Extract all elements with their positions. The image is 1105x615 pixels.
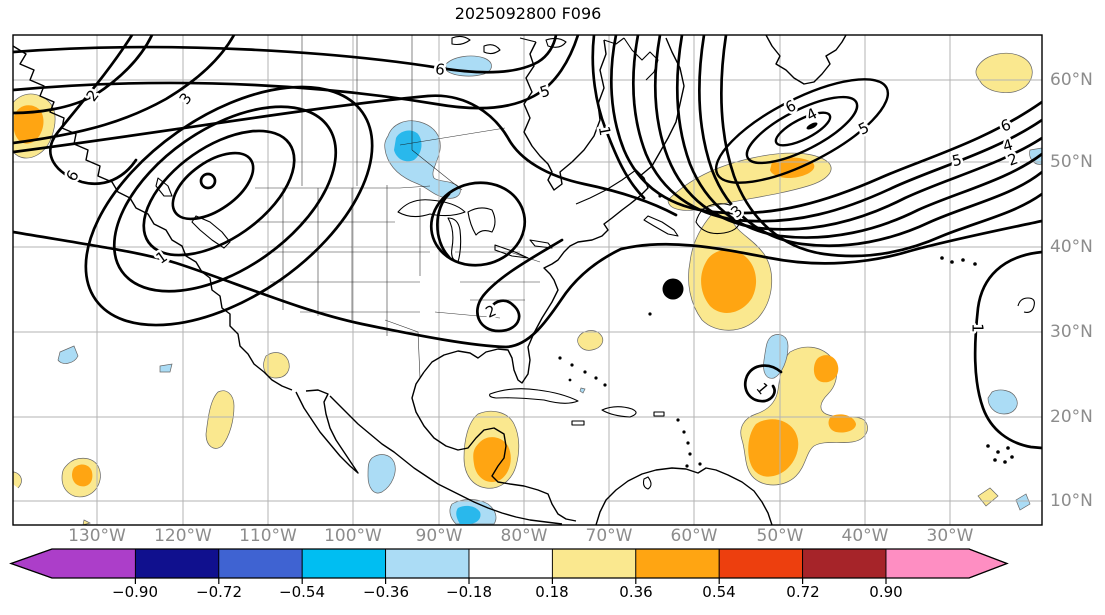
y-tick-40n: 40°N <box>1050 237 1093 257</box>
cb-label-neg090: −0.90 <box>112 583 158 601</box>
page-title: 2025092800 F096 <box>454 4 602 23</box>
x-tick-40w: 40°W <box>841 526 889 546</box>
contour-label: 4 <box>803 104 820 124</box>
y-tick-10n: 10°N <box>1050 491 1093 511</box>
colorbar-segment <box>134 548 220 579</box>
contour-label: 5 <box>950 151 963 171</box>
x-tick-110w: 110°W <box>239 526 297 546</box>
colorbar-segment <box>468 548 553 579</box>
colorbar-segment <box>551 548 637 579</box>
colorbar-right-arrow <box>885 548 1009 579</box>
colorbar-segment <box>802 548 887 579</box>
island-dots <box>558 194 1014 468</box>
positive-anomaly-cores <box>14 105 856 487</box>
colorbar-segment <box>718 548 804 579</box>
negative-anomaly-cores <box>394 130 481 524</box>
colorbar <box>9 548 1009 584</box>
y-tick-20n: 20°N <box>1050 407 1093 427</box>
cb-label-pos036: 0.36 <box>619 583 653 601</box>
cb-label-pos072: 0.72 <box>786 583 820 601</box>
cb-label-pos090: 0.90 <box>869 583 903 601</box>
y-tick-60n: 60°N <box>1050 70 1093 90</box>
colorbar-segment <box>635 548 720 579</box>
colorbar-outline <box>9 548 1009 579</box>
contour-label: 2 <box>483 301 499 321</box>
cb-label-neg054: −0.54 <box>279 583 325 601</box>
colorbar-ticks <box>134 578 887 584</box>
x-tick-90w: 90°W <box>415 526 463 546</box>
x-tick-60w: 60°W <box>670 526 718 546</box>
coastlines <box>13 35 1035 525</box>
contour-label: 1 <box>595 125 614 138</box>
cb-label-neg036: −0.36 <box>363 583 409 601</box>
contour-label: 3 <box>176 89 196 108</box>
cb-label-pos018: 0.18 <box>535 583 569 601</box>
x-tick-30w: 30°W <box>926 526 974 546</box>
contour-line-labels: 2 3 6 5 6 1 2 1 6 4 5 6 4 2 5 3 1 1 <box>60 57 1023 400</box>
graticule <box>13 35 1042 525</box>
plot-border <box>12 34 1043 526</box>
colorbar-segment <box>385 548 470 579</box>
contour-label: 1 <box>969 323 987 333</box>
contour-label: 5 <box>855 118 872 138</box>
y-tick-30n: 30°N <box>1050 322 1093 342</box>
contour-label: 1 <box>153 247 171 267</box>
cb-label-neg018: −0.18 <box>446 583 492 601</box>
x-tick-130w: 130°W <box>68 526 126 546</box>
cb-label-neg072: −0.72 <box>196 583 242 601</box>
contour-label: 6 <box>998 115 1013 135</box>
colorbar-left-arrow <box>9 548 136 579</box>
contour-label: 1 <box>752 379 772 398</box>
colorbar-segment <box>301 548 387 579</box>
y-tick-50n: 50°N <box>1050 152 1093 172</box>
colorbar-segment <box>218 548 303 579</box>
contour-label: 6 <box>434 60 446 79</box>
x-tick-50w: 50°W <box>756 526 804 546</box>
contour-label: 6 <box>782 96 799 116</box>
x-tick-120w: 120°W <box>154 526 212 546</box>
x-tick-100w: 100°W <box>324 526 382 546</box>
storm-position-marker <box>662 278 684 300</box>
x-tick-70w: 70°W <box>585 526 633 546</box>
x-tick-80w: 80°W <box>500 526 548 546</box>
cb-label-pos054: 0.54 <box>702 583 736 601</box>
contour-lines <box>13 35 1042 450</box>
